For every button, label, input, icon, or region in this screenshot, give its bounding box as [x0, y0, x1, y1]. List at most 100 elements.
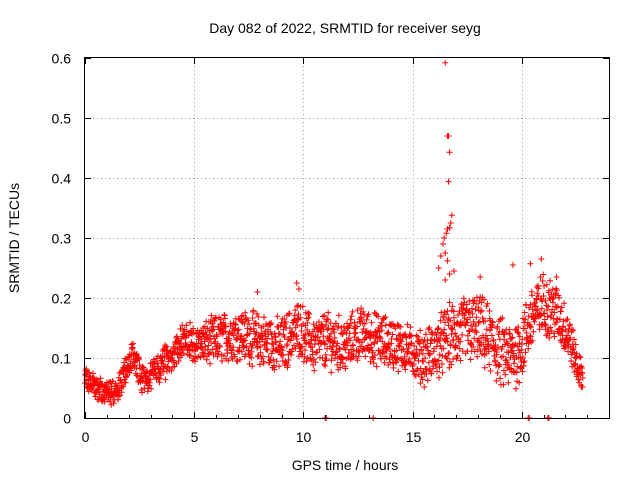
data-point: [147, 376, 154, 383]
data-point: [463, 319, 470, 326]
data-point: [560, 300, 567, 307]
data-point: [347, 337, 354, 344]
data-point: [505, 361, 512, 368]
data-point: [422, 331, 429, 338]
data-point: [365, 311, 372, 318]
data-point: [319, 323, 326, 330]
data-point: [564, 316, 571, 323]
data-point: [410, 361, 417, 368]
data-point: [285, 357, 292, 364]
data-point: [501, 331, 508, 338]
data-point: [534, 306, 541, 313]
data-point: [349, 308, 356, 315]
data-point: [446, 358, 453, 365]
data-point: [183, 322, 190, 329]
data-point: [544, 307, 551, 314]
data-point: [321, 341, 328, 348]
data-point: [177, 325, 184, 332]
data-point: [380, 349, 387, 356]
data-point: [321, 312, 328, 319]
data-point: [477, 308, 484, 315]
data-point: [500, 353, 507, 360]
data-point: [569, 346, 576, 353]
data-point: [475, 338, 481, 345]
data-point: [352, 329, 359, 336]
data-point: [407, 359, 414, 366]
data-point: [457, 357, 464, 364]
data-point: [530, 328, 537, 335]
data-point: [448, 212, 455, 219]
data-point: [244, 325, 251, 332]
data-point: [360, 326, 367, 333]
data-point: [118, 383, 125, 390]
x-tick-label: 0: [82, 429, 90, 445]
data-point: [538, 305, 545, 312]
data-point: [190, 325, 197, 332]
data-point: [361, 320, 368, 327]
data-point: [520, 362, 527, 369]
data-point: [333, 348, 340, 355]
data-point: [521, 325, 528, 332]
data-point: [310, 356, 317, 363]
data-point: [515, 330, 522, 337]
data-point: [363, 334, 370, 341]
data-point: [518, 365, 525, 372]
data-point: [515, 324, 522, 331]
data-point: [288, 351, 295, 358]
data-point: [201, 338, 208, 345]
data-point: [260, 360, 267, 367]
data-point: [256, 361, 263, 368]
data-point: [546, 334, 553, 341]
data-point: [494, 369, 501, 376]
data-point: [420, 358, 427, 365]
data-point: [421, 383, 428, 390]
data-point: [547, 277, 554, 284]
data-point: [462, 322, 469, 329]
data-point: [293, 280, 300, 286]
data-point: [442, 250, 449, 256]
data-point: [168, 367, 175, 374]
data-point: [443, 335, 450, 342]
data-point: [284, 362, 291, 369]
data-point: [537, 312, 544, 319]
data-point: [306, 310, 313, 317]
data-point: [426, 351, 433, 358]
data-point: [463, 301, 470, 308]
data-point: [375, 347, 382, 354]
data-point: [484, 335, 491, 342]
data-point: [221, 311, 228, 318]
data-point: [490, 338, 497, 345]
data-point: [425, 359, 432, 366]
data-point: [228, 347, 235, 354]
data-point: [293, 336, 300, 343]
y-axis-label: SRMTID / TECUs: [6, 183, 22, 293]
data-point: [543, 281, 550, 288]
data-point: [565, 325, 572, 332]
data-point: [433, 331, 440, 338]
data-point: [269, 336, 276, 343]
data-point: [549, 286, 556, 293]
data-point: [214, 348, 221, 355]
y-tick-label: 0.5: [52, 111, 72, 127]
data-point: [559, 328, 566, 335]
data-point: [453, 353, 460, 360]
data-point: [261, 314, 268, 321]
data-point: [134, 372, 141, 379]
data-point: [299, 303, 306, 310]
data-point: [579, 370, 586, 377]
data-point: [545, 287, 552, 294]
data-point: [368, 319, 375, 326]
data-point: [325, 325, 332, 332]
data-point: [334, 340, 341, 347]
data-point: [506, 326, 513, 333]
data-point: [514, 343, 521, 350]
data-point: [214, 333, 221, 340]
data-point: [454, 352, 461, 359]
data-point: [553, 304, 560, 311]
data-point: [570, 345, 577, 352]
data-point: [324, 316, 331, 323]
data-point: [511, 360, 518, 367]
data-point: [568, 358, 575, 365]
data-point: [553, 287, 560, 294]
data-point: [270, 356, 277, 363]
